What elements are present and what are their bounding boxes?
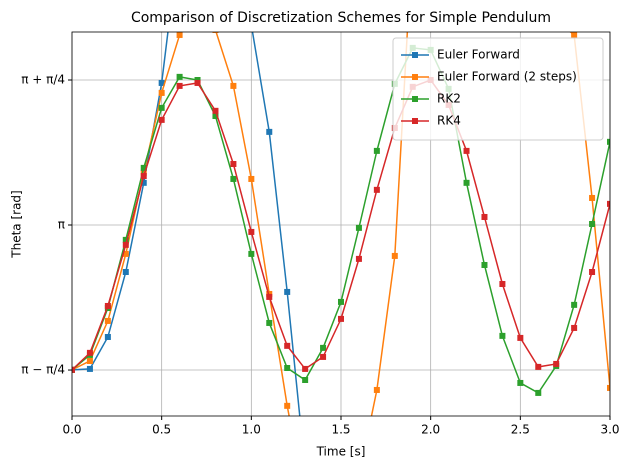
data-point xyxy=(86,357,93,364)
legend-label: Euler Forward xyxy=(437,48,520,62)
data-point xyxy=(302,377,309,383)
x-tick-label: 2.0 xyxy=(421,423,440,437)
data-point xyxy=(373,186,380,193)
data-point xyxy=(212,32,219,33)
legend-label: RK2 xyxy=(437,92,461,106)
data-point xyxy=(248,250,255,257)
data-point xyxy=(571,32,578,38)
data-point xyxy=(248,228,255,235)
data-point xyxy=(122,250,129,257)
data-point xyxy=(499,281,506,287)
y-tick-label: π xyxy=(58,217,65,231)
data-point xyxy=(607,384,610,391)
data-point xyxy=(230,161,237,167)
plot-area xyxy=(72,17,610,470)
data-point xyxy=(481,261,488,268)
data-point xyxy=(158,116,165,123)
legend-label: RK4 xyxy=(437,114,461,128)
data-point xyxy=(499,332,506,339)
data-point xyxy=(571,324,578,331)
data-point xyxy=(373,147,380,154)
axes-frame xyxy=(71,31,611,417)
legend-label: Euler Forward (2 steps) xyxy=(437,70,577,84)
data-point xyxy=(140,173,147,179)
data-point xyxy=(266,293,273,300)
data-point xyxy=(463,179,470,186)
data-point xyxy=(104,317,111,324)
legend-marker xyxy=(412,118,418,124)
data-point xyxy=(589,221,596,227)
data-point xyxy=(86,365,93,372)
data-point xyxy=(481,213,488,220)
data-point xyxy=(284,288,291,295)
data-point xyxy=(589,194,596,201)
chart-title: Comparison of Discretization Schemes for… xyxy=(131,10,551,26)
data-point xyxy=(194,79,201,86)
data-point xyxy=(535,363,542,370)
data-point xyxy=(517,379,524,386)
data-point xyxy=(176,32,183,38)
y-axis-label: Theta [rad] xyxy=(10,190,24,258)
data-point xyxy=(284,402,291,409)
data-point xyxy=(158,89,165,96)
data-point xyxy=(122,269,129,275)
data-point xyxy=(391,252,398,259)
data-point xyxy=(284,365,291,371)
data-point xyxy=(266,319,273,326)
data-point xyxy=(72,366,75,373)
data-point xyxy=(373,386,380,393)
x-tick-label: 1.5 xyxy=(331,423,350,437)
data-point xyxy=(158,79,165,86)
data-point xyxy=(122,241,129,248)
legend-marker xyxy=(412,52,418,58)
data-point xyxy=(140,164,147,171)
legend-marker xyxy=(412,96,418,102)
x-axis-label: Time [s] xyxy=(316,445,366,459)
data-point xyxy=(607,200,610,207)
data-point xyxy=(302,365,309,372)
data-point xyxy=(266,128,273,135)
data-point xyxy=(517,334,524,341)
data-point xyxy=(535,389,542,396)
data-point xyxy=(355,255,362,262)
data-point xyxy=(338,315,344,322)
data-point xyxy=(355,224,362,231)
y-tick-label: π − π/4 xyxy=(21,363,65,377)
data-point xyxy=(230,82,237,89)
data-point xyxy=(607,138,610,145)
data-point xyxy=(158,104,165,111)
data-point xyxy=(463,147,470,154)
data-point xyxy=(284,342,291,349)
legend-box xyxy=(392,37,604,141)
data-point xyxy=(230,175,237,182)
data-point xyxy=(589,269,596,275)
x-tick-label: 2.5 xyxy=(511,423,530,437)
data-point xyxy=(104,302,111,309)
data-point xyxy=(320,344,327,351)
data-point xyxy=(122,236,129,243)
x-tick-label: 0.0 xyxy=(62,423,81,437)
data-point xyxy=(553,360,560,367)
data-point xyxy=(176,73,183,80)
data-point xyxy=(302,466,308,470)
data-point xyxy=(248,175,255,182)
data-point xyxy=(553,17,559,23)
data-point xyxy=(212,113,219,119)
data-point xyxy=(140,179,147,186)
x-tick-label: 3.0 xyxy=(600,423,619,437)
data-point xyxy=(571,301,578,308)
data-point xyxy=(140,169,147,176)
x-tick-label: 0.5 xyxy=(152,423,171,437)
legend-marker xyxy=(412,74,418,80)
data-point xyxy=(212,107,219,114)
y-tick-label: π + π/4 xyxy=(21,73,65,87)
data-point xyxy=(86,349,93,356)
data-point xyxy=(338,298,344,305)
data-point xyxy=(176,82,183,89)
data-point xyxy=(320,353,327,360)
data-point xyxy=(104,333,111,340)
x-tick-label: 1.0 xyxy=(242,423,261,437)
